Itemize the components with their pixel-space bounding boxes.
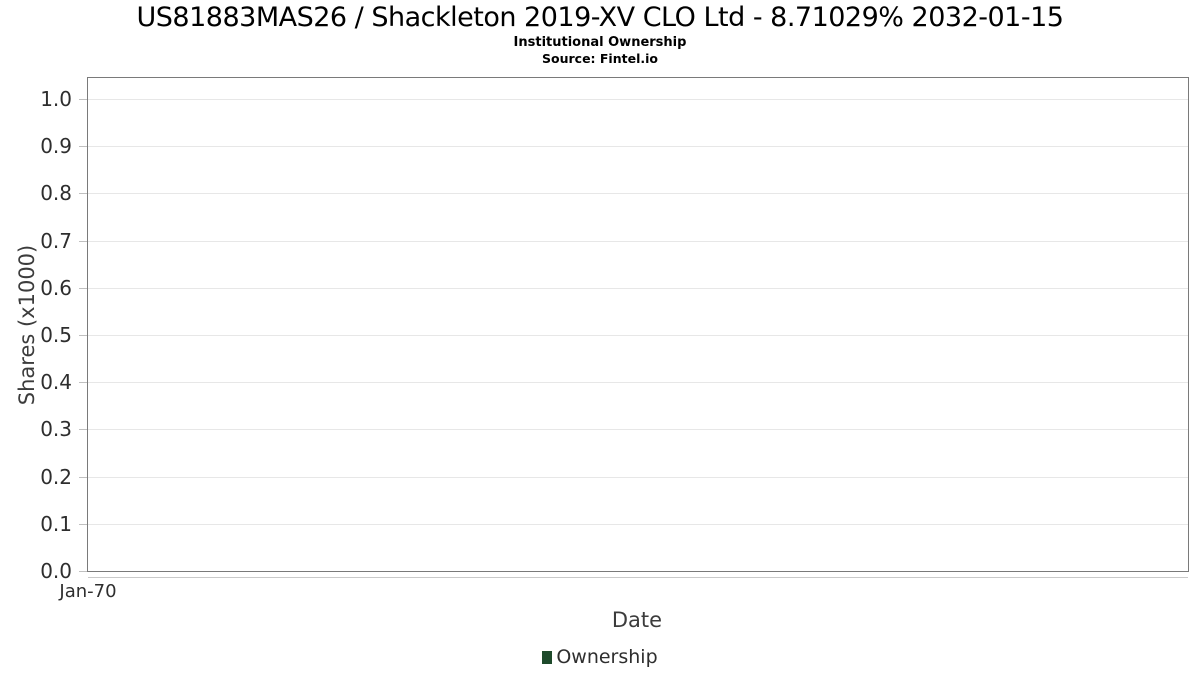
y-tick-label: 0.5 [40,323,72,347]
y-gridline [88,99,1188,100]
chart-subtitle: Institutional Ownership [513,35,687,50]
y-tick-label: 0.0 [40,559,72,583]
y-gridline [88,146,1188,148]
x-axis-line [88,577,1188,578]
y-gridline [88,193,1188,195]
y-tick-label: 0.2 [40,464,72,489]
y-tick-mark [79,99,87,100]
y-gridline [88,382,1188,384]
y-gridline [88,523,1188,525]
y-axis-title: Shares (x1000) [15,244,39,406]
y-tick-mark [79,335,87,336]
y-tick-mark [79,193,87,195]
y-tick-label: 0.3 [40,417,72,442]
y-gridline [88,287,1188,289]
chart-title: US81883MAS26 / Shackleton 2019-XV CLO Lt… [136,2,1064,33]
y-gridline [88,429,1188,431]
plot-area: Jan-70 1.0 0.9 0.8 0.7 0.6 0.5 0.4 0.3 0.2 0.1 0.0 [40,77,1189,602]
x-tick-label: Jan-70 [59,581,117,602]
y-tick-mark [79,429,87,431]
y-tick-label: 0.1 [40,511,72,536]
legend: Ownership [0,646,1200,668]
y-tick-label: 0.6 [40,275,72,300]
y-tick-mark [79,287,87,289]
chart-source-label: Source: Fintel.io [542,51,658,66]
y-tick-label: 0.9 [40,134,72,159]
ownership-series-marker-icon [542,650,553,664]
y-tick-mark [79,382,87,384]
y-gridline [88,240,1188,242]
y-tick-label: 1.0 [40,87,72,111]
y-tick-label: 0.4 [40,370,72,395]
x-axis-title: Date [611,608,663,632]
y-tick-mark [79,240,87,242]
y-gridline [88,335,1188,336]
y-tick-mark [79,146,87,148]
y-tick-label: 0.8 [40,181,72,206]
y-tick-mark [79,523,87,525]
y-tick-mark [79,476,87,478]
legend-item-ownership: Ownership [542,646,658,668]
y-tick-mark [79,571,87,572]
y-tick-label: 0.7 [40,228,72,253]
legend-label: Ownership [556,646,658,668]
y-gridline [88,476,1188,478]
